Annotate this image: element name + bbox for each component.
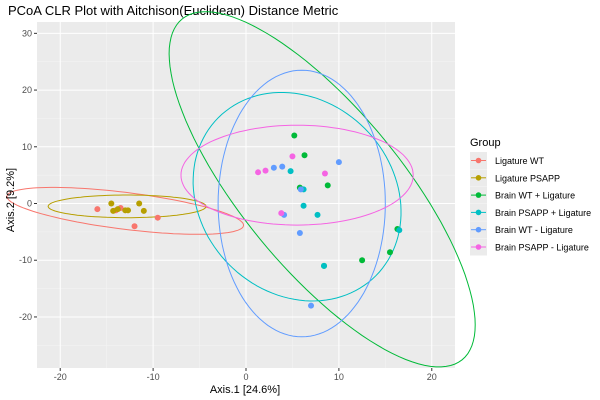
ellipse xyxy=(168,11,476,368)
y-axis-title: Axis.2 [9.2%] xyxy=(5,168,17,232)
data-point xyxy=(262,167,269,174)
ellipse xyxy=(192,92,402,302)
legend-label: Ligature WT xyxy=(495,156,545,166)
x-tick-label: -10 xyxy=(147,372,160,382)
data-point xyxy=(278,210,285,217)
ellipse xyxy=(47,194,207,219)
data-point xyxy=(114,206,121,213)
x-tick-label: 0 xyxy=(243,372,248,382)
data-point xyxy=(125,207,132,214)
data-point xyxy=(255,169,262,176)
data-point xyxy=(291,132,298,139)
y-tick-label: -10 xyxy=(19,255,32,265)
data-point xyxy=(321,170,328,177)
legend-key-point xyxy=(475,209,482,216)
y-tick-label: 10 xyxy=(22,142,32,152)
data-points xyxy=(94,132,403,309)
data-point xyxy=(94,206,101,213)
y-tick-label: 0 xyxy=(27,199,32,209)
data-point xyxy=(270,164,277,171)
data-point xyxy=(297,186,304,193)
legend-key-point xyxy=(475,157,482,164)
legend-items: Ligature WT Ligature PSAPP Brain WT + Liga… xyxy=(470,152,591,256)
legend-label: Brain WT + Ligature xyxy=(495,191,575,201)
plot-panel xyxy=(6,11,476,368)
data-point xyxy=(287,168,294,175)
ellipse xyxy=(6,186,245,235)
legend-label: Brain PSAPP - Ligature xyxy=(495,243,589,253)
data-point xyxy=(108,200,115,207)
data-point xyxy=(296,230,303,237)
legend-key-point xyxy=(475,226,482,233)
confidence-ellipses xyxy=(6,11,476,368)
chart-title: PCoA CLR Plot with Aitchison(Euclidean) … xyxy=(8,3,339,18)
data-point xyxy=(314,211,321,218)
data-point xyxy=(386,249,393,256)
legend-label: Brain PSAPP + Ligature xyxy=(495,208,591,218)
legend-title: Group xyxy=(470,137,501,149)
data-point xyxy=(140,207,147,214)
y-tick-label: 20 xyxy=(22,85,32,95)
x-tick-label: 20 xyxy=(427,372,437,382)
data-point xyxy=(324,182,331,189)
data-point xyxy=(279,163,286,170)
y-tick-label: 30 xyxy=(22,28,32,38)
legend-label: Brain WT - Ligature xyxy=(495,225,573,235)
x-axis-title: Axis.1 [24.6%] xyxy=(210,384,280,396)
legend-key-point xyxy=(475,244,482,250)
data-point xyxy=(335,159,342,166)
ellipse xyxy=(217,69,386,338)
data-point xyxy=(136,200,143,207)
ellipse xyxy=(180,124,414,226)
data-point xyxy=(301,152,308,159)
data-point xyxy=(359,257,366,264)
legend-key-point xyxy=(475,175,482,181)
y-tick-label: -20 xyxy=(19,312,32,322)
data-point xyxy=(289,153,296,160)
gridlines xyxy=(37,22,455,368)
data-point xyxy=(321,262,328,269)
x-tick-label: 10 xyxy=(334,372,344,382)
data-point xyxy=(308,302,315,309)
data-point xyxy=(131,223,138,230)
data-point xyxy=(154,214,161,221)
data-point xyxy=(300,202,307,209)
data-point xyxy=(110,207,117,214)
legend: Group Ligature WT Ligature PSAPP Brain WT … xyxy=(470,137,591,256)
x-tick-label: -20 xyxy=(54,372,67,382)
axes: -20 -10 0 10 20 -20 -10 0 10 20 30 xyxy=(19,28,437,382)
legend-label: Ligature PSAPP xyxy=(495,173,560,183)
legend-key-point xyxy=(475,192,482,198)
data-point xyxy=(396,227,403,234)
